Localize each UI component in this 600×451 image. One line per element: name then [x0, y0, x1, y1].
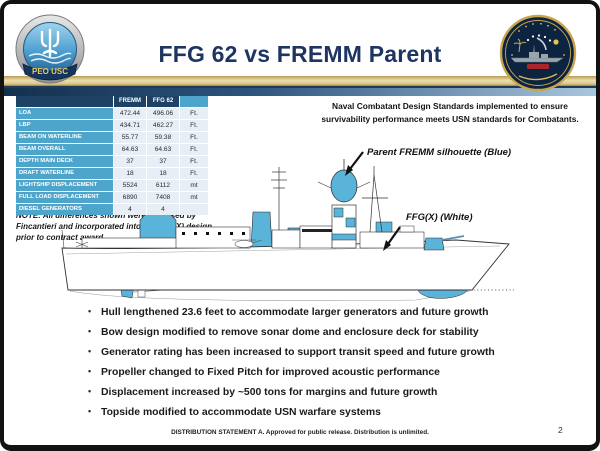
row-ffg62-value: 59.38	[147, 132, 179, 143]
standards-note: Naval Combatant Design Standards impleme…	[321, 101, 579, 125]
seal-banner-ribbon	[22, 63, 78, 81]
row-ffg62-value: 37	[147, 156, 179, 167]
blue-divider-bar	[4, 86, 596, 96]
badge-ship-silhouette	[510, 44, 564, 63]
badge-palm-tree-icon	[513, 38, 527, 53]
table-header-units	[180, 96, 208, 107]
distribution-statement: DISTRIBUTION STATEMENT A. Approved for p…	[171, 429, 429, 436]
row-unit: mt	[180, 192, 208, 203]
ffgx-label: FFG(X) (White)	[406, 212, 473, 223]
bow-gun-blue	[423, 235, 465, 251]
row-ffg62-value: 64.63	[147, 144, 179, 155]
ship-profile-diagram	[61, 151, 514, 302]
waves-icon	[28, 52, 72, 64]
row-unit: Ft.	[180, 120, 208, 131]
ffgx-callout-arrow	[383, 226, 401, 251]
row-ffg62-value: 462.27	[147, 120, 179, 131]
peo-usc-seal: PEO USC	[15, 14, 85, 84]
row-fremm-value: 18	[114, 168, 146, 179]
gold-divider-bar	[4, 76, 596, 86]
key-changes-list: Hull lengthened 23.6 feet to accommodate…	[88, 306, 568, 426]
list-item: Topside modified to accommodate USN warf…	[88, 406, 568, 426]
badge-inner-ring	[505, 20, 571, 86]
hull-underwater	[69, 290, 471, 302]
row-label: LIGHTSHIP DISPLACEMENT	[16, 180, 113, 191]
row-ffg62-value: 496.06	[147, 108, 179, 119]
row-ffg62-value: 4	[147, 204, 179, 215]
radar-dome-mast	[317, 159, 371, 203]
badge-arc-trail	[536, 37, 547, 51]
badge-script-motto	[518, 73, 558, 81]
list-item: Propeller changed to Fixed Pitch for imp…	[88, 366, 568, 386]
list-item: Displacement increased by ~500 tons for …	[88, 386, 568, 406]
row-fremm-value: 64.63	[114, 144, 146, 155]
row-ffg62-value: 18	[147, 168, 179, 179]
row-unit: mt	[180, 180, 208, 191]
helicopter-outline	[232, 239, 263, 249]
row-unit: Ft.	[180, 156, 208, 167]
list-item: Hull lengthened 23.6 feet to accommodate…	[88, 306, 568, 326]
row-unit: Ft.	[180, 168, 208, 179]
row-label: DRAFT WATERLINE	[16, 168, 113, 179]
list-item: Bow design modified to remove sonar dome…	[88, 326, 568, 346]
constellation-class-badge	[499, 14, 577, 92]
badge-stars-arc	[526, 34, 552, 42]
row-label: LBP	[16, 120, 113, 131]
badge-ring-text-marks	[511, 22, 565, 56]
row-fremm-value: 37	[114, 156, 146, 167]
row-fremm-value: 4	[114, 204, 146, 215]
row-label: LOA	[16, 108, 113, 119]
row-label: DEPTH MAIN DECK	[16, 156, 113, 167]
list-item: Generator rating has been increased to s…	[88, 346, 568, 366]
masts	[271, 166, 388, 233]
table-note: NOTE: All differences shown were propose…	[16, 211, 213, 242]
row-unit: Ft.	[180, 144, 208, 155]
row-fremm-value: 5524	[114, 180, 146, 191]
badge-red-banner	[527, 64, 549, 69]
peo-usc-banner-text: PEO USC	[32, 67, 68, 76]
row-label: BEAM OVERALL	[16, 144, 113, 155]
row-fremm-value: 472.44	[114, 108, 146, 119]
table-header-ffg62: FFG 62	[147, 96, 179, 107]
trident-icon	[40, 28, 60, 58]
row-fremm-value: 55.77	[114, 132, 146, 143]
fremm-callout-arrow	[345, 151, 364, 176]
table-header-fremm: FREMM	[114, 96, 146, 107]
row-unit: Ft.	[180, 132, 208, 143]
row-label: BEAM ON WATERLINE	[16, 132, 113, 143]
badge-sun-icon	[553, 39, 559, 45]
row-fremm-value: 6890	[114, 192, 146, 203]
page-number: 2	[558, 425, 563, 435]
table-header-cell	[16, 96, 113, 107]
page-title: FFG 62 vs FREMM Parent	[158, 41, 442, 67]
row-ffg62-value: 6112	[147, 180, 179, 191]
fremm-silhouette-label: Parent FREMM silhouette (Blue)	[367, 147, 512, 158]
row-fremm-value: 434.71	[114, 120, 146, 131]
spec-comparison-table: FREMM FFG 62 LOA 472.44 496.06 Ft. LBP 4…	[16, 96, 208, 215]
row-unit	[180, 204, 208, 215]
row-label: FULL LOAD DISPLACEMENT	[16, 192, 113, 203]
row-unit: Ft.	[180, 108, 208, 119]
superstructure	[61, 204, 425, 249]
row-label: DIESEL GENERATORS	[16, 204, 113, 215]
row-ffg62-value: 7408	[147, 192, 179, 203]
